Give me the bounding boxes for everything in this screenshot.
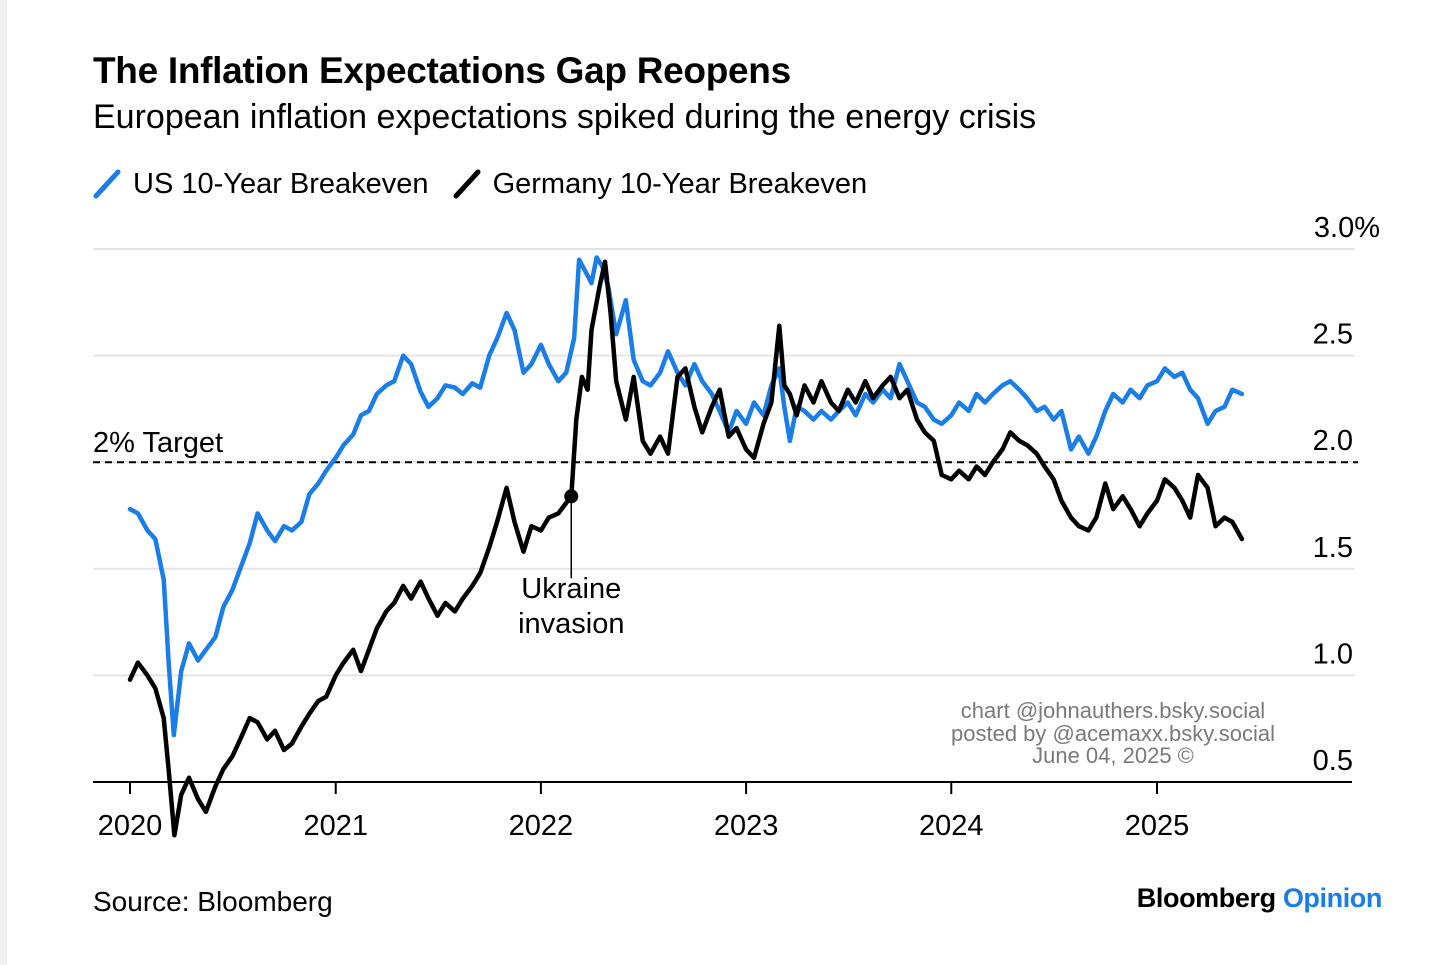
watermark: chart @johnauthers.bsky.social posted by… — [951, 698, 1275, 768]
x-tick-label-5: 2025 — [1125, 810, 1190, 842]
x-axis-ticks: 2020 2021 2022 2023 2024 2025 — [98, 782, 1190, 842]
legend: US 10-Year Breakeven Germany 10-Year Bre… — [93, 166, 891, 202]
y-tick-label-2: 2.0 — [1313, 425, 1353, 457]
left-edge-strip — [0, 0, 7, 965]
x-tick-label-0: 2020 — [98, 810, 163, 842]
brand-main: Bloomberg — [1136, 883, 1276, 913]
legend-swatch-germany — [453, 169, 481, 199]
legend-item-germany: Germany 10-Year Breakeven — [453, 167, 868, 201]
y-tick-label-4: 1.0 — [1313, 638, 1353, 670]
series-line-us — [127, 255, 1245, 738]
legend-swatch-us — [93, 169, 121, 199]
source-note: Source: Bloomberg — [93, 886, 333, 917]
x-tick-label-2: 2022 — [509, 810, 574, 842]
chart-subtitle: European inflation expectations spiked d… — [93, 98, 1037, 136]
legend-label-us: US 10-Year Breakeven — [133, 167, 429, 200]
brand-accent: Opinion — [1282, 883, 1383, 913]
y-tick-label-1: 2.5 — [1313, 319, 1353, 351]
x-tick-label-3: 2023 — [714, 810, 779, 842]
y-tick-label-5: 0.5 — [1313, 745, 1353, 777]
watermark-line-1: chart @johnauthers.bsky.social — [961, 698, 1265, 723]
y-axis-ticks: 3.0% 2.5 2.0 1.5 1.0 0.5 — [1313, 212, 1380, 777]
y-tick-label-0: 3.0% — [1314, 212, 1380, 244]
annotation-text-line1: Ukraine — [521, 573, 621, 605]
y-tick-label-3: 1.5 — [1313, 532, 1353, 564]
target-reference: 2% Target — [93, 427, 1358, 464]
series-lines — [127, 255, 1245, 838]
series-line-germany — [127, 259, 1245, 838]
target-label: 2% Target — [93, 427, 223, 459]
x-tick-label-4: 2024 — [919, 810, 984, 842]
legend-label-germany: Germany 10-Year Breakeven — [492, 167, 868, 200]
ukraine-annotation: Ukraine invasion — [518, 489, 624, 640]
annotation-text-line2: invasion — [518, 608, 624, 640]
watermark-line-2: posted by @acemaxx.bsky.social — [951, 721, 1275, 746]
annotation-marker — [564, 489, 579, 504]
watermark-line-3: June 04, 2025 © — [1032, 743, 1194, 768]
x-tick-label-1: 2021 — [303, 810, 368, 842]
legend-item-us: US 10-Year Breakeven — [93, 168, 429, 201]
chart-title: The Inflation Expectations Gap Reopens — [93, 50, 791, 91]
brand-logo: Bloomberg Opinion — [1136, 883, 1383, 914]
